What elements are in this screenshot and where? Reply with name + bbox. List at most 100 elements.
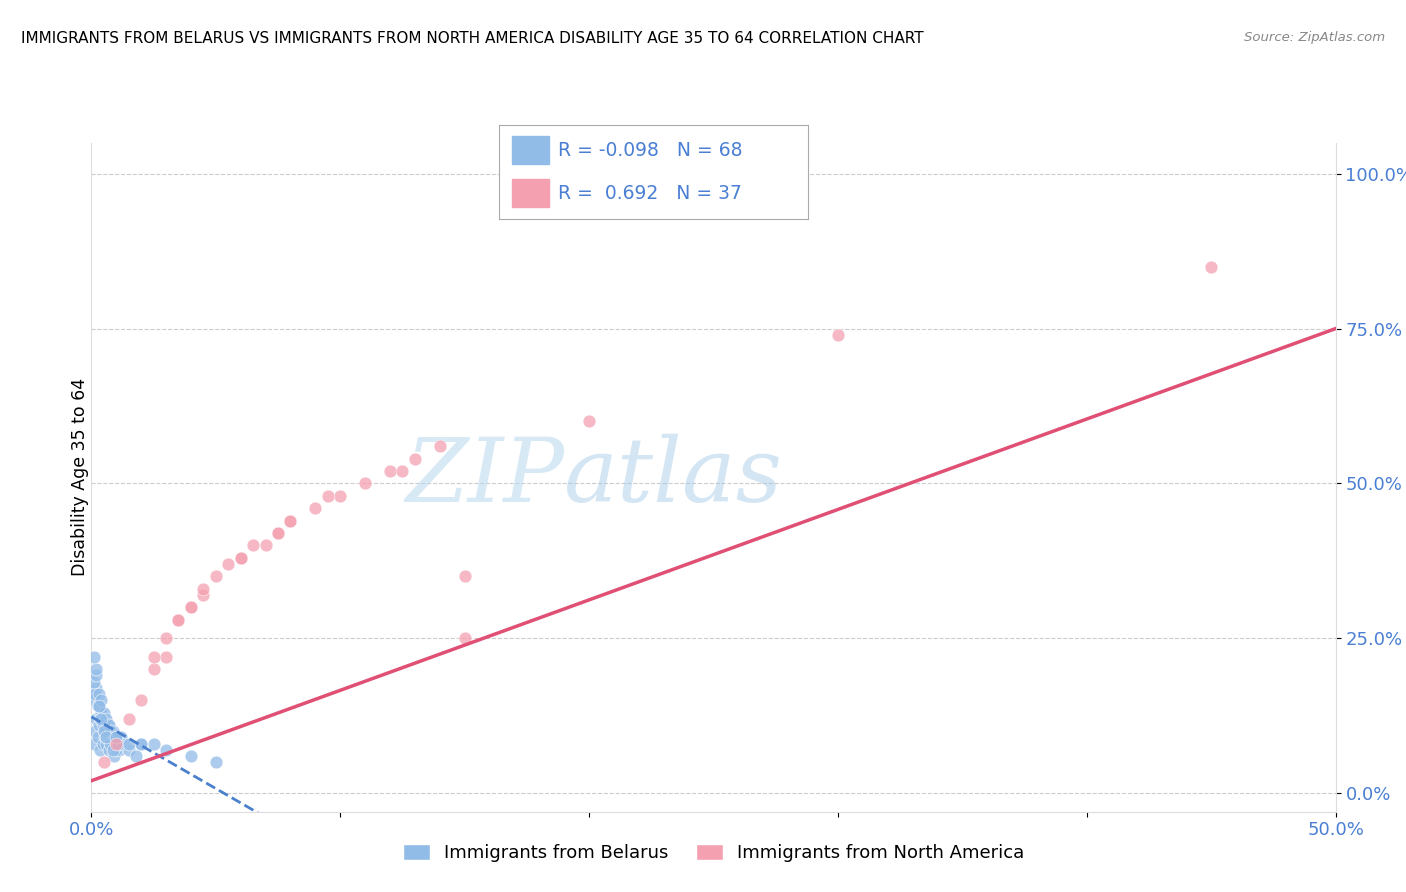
Point <box>180 749 202 764</box>
Point <box>96 712 118 726</box>
Text: ZIP: ZIP <box>405 434 564 521</box>
Point <box>105 743 128 757</box>
Point <box>94 731 117 745</box>
Point <box>329 489 352 503</box>
Point <box>107 737 129 751</box>
Point <box>97 731 120 745</box>
Point <box>304 501 326 516</box>
Point <box>97 724 120 739</box>
Point <box>107 743 129 757</box>
Point <box>118 712 141 726</box>
Point <box>89 743 111 757</box>
Point <box>105 737 128 751</box>
Point <box>103 749 125 764</box>
Point <box>84 724 107 739</box>
Point <box>155 649 177 664</box>
Legend: Immigrants from Belarus, Immigrants from North America: Immigrants from Belarus, Immigrants from… <box>395 837 1032 870</box>
Point <box>429 439 451 453</box>
Point <box>112 737 135 751</box>
Point <box>86 731 108 745</box>
Point <box>90 712 112 726</box>
Point <box>83 649 105 664</box>
Point <box>101 743 124 757</box>
Point <box>93 718 115 732</box>
Point <box>87 687 110 701</box>
Point <box>155 632 177 646</box>
Point <box>93 706 115 720</box>
Point <box>129 693 152 707</box>
Point <box>93 724 115 739</box>
Point <box>103 731 125 745</box>
Point <box>125 749 148 764</box>
Point <box>280 514 302 528</box>
Point <box>83 737 105 751</box>
Text: IMMIGRANTS FROM BELARUS VS IMMIGRANTS FROM NORTH AMERICA DISABILITY AGE 35 TO 64: IMMIGRANTS FROM BELARUS VS IMMIGRANTS FR… <box>21 31 924 46</box>
Point <box>316 489 339 503</box>
FancyBboxPatch shape <box>512 136 548 164</box>
Point <box>193 582 215 596</box>
Point <box>142 662 165 676</box>
Point <box>86 699 108 714</box>
Point <box>280 514 302 528</box>
Point <box>267 526 290 541</box>
Point <box>167 613 190 627</box>
Text: atlas: atlas <box>564 434 783 521</box>
Point <box>93 755 115 769</box>
Point <box>104 731 127 745</box>
Point <box>229 550 252 565</box>
Point <box>142 649 165 664</box>
Point <box>205 569 228 583</box>
Point <box>86 668 108 682</box>
Point <box>98 731 121 745</box>
Point <box>100 724 122 739</box>
Point <box>105 731 128 745</box>
Point <box>193 588 215 602</box>
Point <box>97 743 120 757</box>
Point <box>104 731 127 745</box>
Point <box>142 737 165 751</box>
Point <box>118 743 141 757</box>
Point <box>827 327 849 342</box>
Point <box>90 706 112 720</box>
Point <box>180 600 202 615</box>
Text: R = -0.098   N = 68: R = -0.098 N = 68 <box>558 141 742 160</box>
Point <box>86 681 108 695</box>
Point <box>83 674 105 689</box>
Point <box>118 737 141 751</box>
Point <box>404 451 426 466</box>
Point <box>89 712 111 726</box>
Point <box>205 755 228 769</box>
Point <box>129 737 152 751</box>
Point <box>267 526 290 541</box>
Point <box>98 737 121 751</box>
Point <box>391 464 413 478</box>
Y-axis label: Disability Age 35 to 64: Disability Age 35 to 64 <box>72 378 89 576</box>
Point <box>180 600 202 615</box>
Point <box>100 737 122 751</box>
Point <box>167 613 190 627</box>
Point <box>91 737 114 751</box>
Point <box>578 414 600 429</box>
Point <box>87 699 110 714</box>
Point <box>254 538 277 552</box>
Point <box>105 737 128 751</box>
Point <box>378 464 401 478</box>
Text: Source: ZipAtlas.com: Source: ZipAtlas.com <box>1244 31 1385 45</box>
Point <box>110 731 132 745</box>
Point <box>229 550 252 565</box>
Point <box>354 476 377 491</box>
Point <box>105 731 128 745</box>
Point <box>86 712 108 726</box>
Point <box>90 706 112 720</box>
Point <box>101 724 124 739</box>
Point <box>90 693 112 707</box>
Point <box>110 737 132 751</box>
Point <box>91 718 114 732</box>
Point <box>242 538 264 552</box>
Point <box>96 731 118 745</box>
Point <box>217 557 239 571</box>
Point <box>1201 260 1223 274</box>
Point <box>453 632 475 646</box>
Point <box>129 737 152 751</box>
Point <box>97 718 120 732</box>
